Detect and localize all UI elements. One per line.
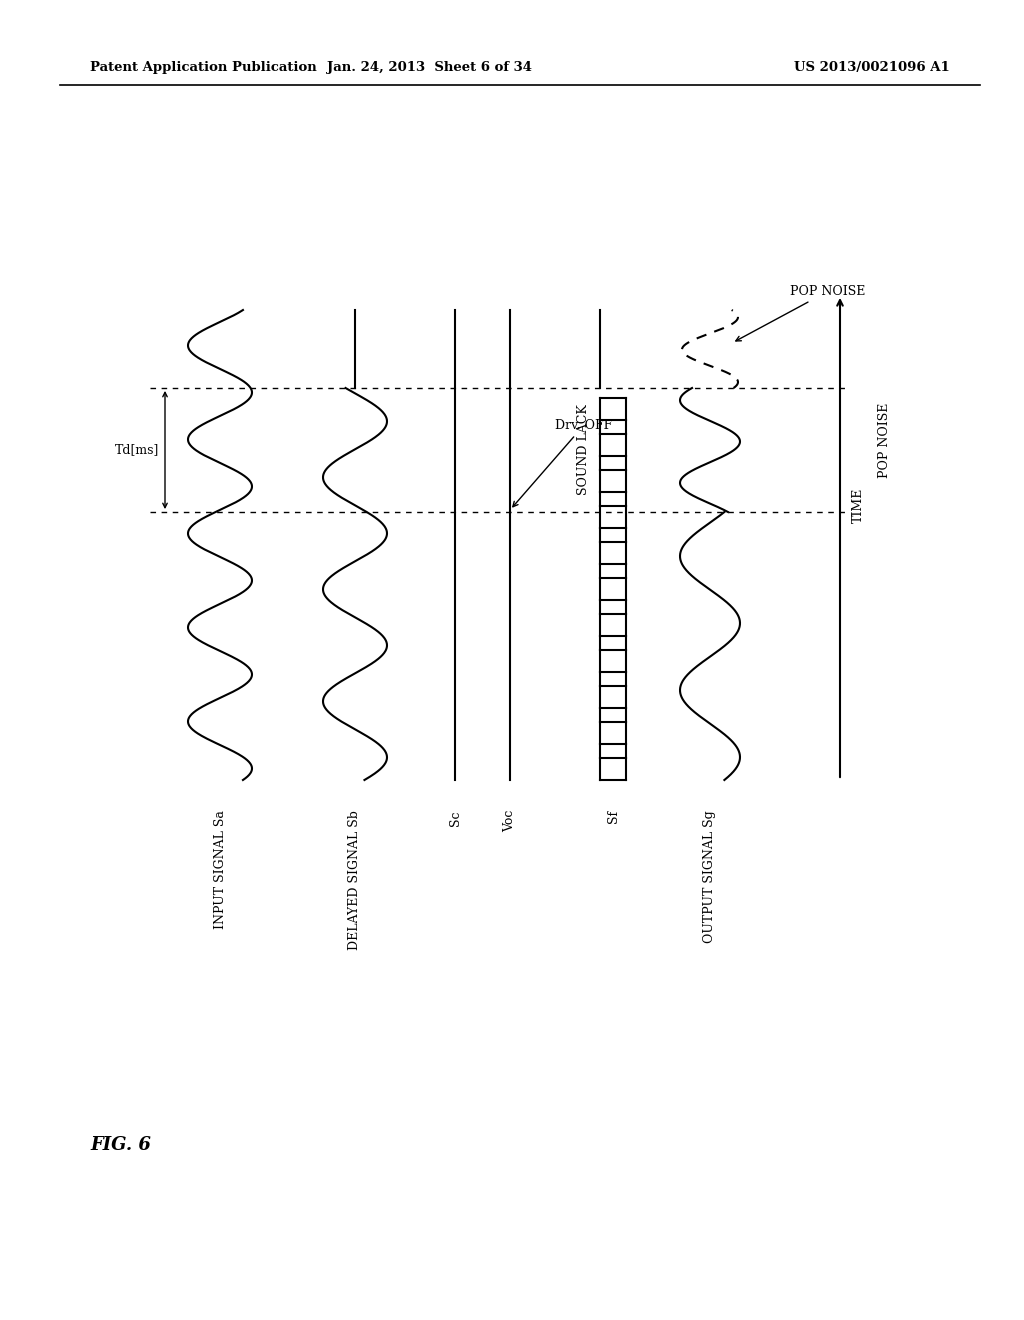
Text: Drv. OFF: Drv. OFF: [513, 418, 612, 507]
Text: FIG. 6: FIG. 6: [90, 1137, 151, 1154]
Text: SOUND LACK: SOUND LACK: [577, 404, 590, 495]
Text: POP NOISE: POP NOISE: [879, 403, 892, 478]
Text: Jan. 24, 2013  Sheet 6 of 34: Jan. 24, 2013 Sheet 6 of 34: [328, 62, 532, 74]
Text: US 2013/0021096 A1: US 2013/0021096 A1: [795, 62, 950, 74]
Text: Patent Application Publication: Patent Application Publication: [90, 62, 316, 74]
Text: Sf: Sf: [606, 810, 620, 824]
Text: DELAYED SIGNAL Sb: DELAYED SIGNAL Sb: [348, 810, 361, 950]
Text: INPUT SIGNAL Sa: INPUT SIGNAL Sa: [213, 810, 226, 929]
Text: Voc: Voc: [504, 810, 516, 833]
Text: POP NOISE: POP NOISE: [736, 285, 865, 341]
Text: OUTPUT SIGNAL Sg: OUTPUT SIGNAL Sg: [703, 810, 717, 942]
Text: Sc: Sc: [449, 810, 462, 825]
Text: TIME: TIME: [852, 487, 864, 523]
Text: Td[ms]: Td[ms]: [115, 444, 159, 457]
